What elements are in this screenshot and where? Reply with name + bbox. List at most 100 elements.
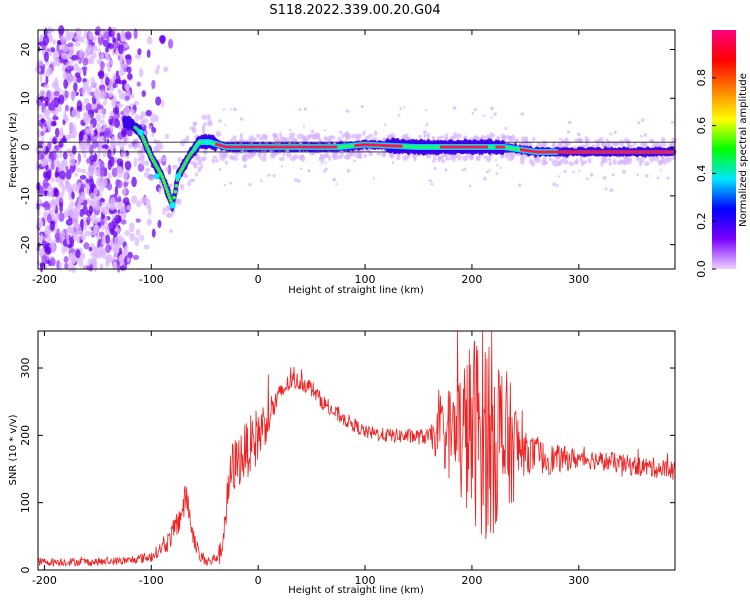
scatter-dot xyxy=(636,173,640,177)
snr-y-tick-label: 200 xyxy=(19,425,32,446)
ridge-halo xyxy=(137,149,142,156)
ridge-halo xyxy=(500,153,505,159)
scatter-dot xyxy=(572,170,575,173)
noise-blob xyxy=(125,31,132,41)
ridge-halo xyxy=(312,133,318,140)
noise-blob xyxy=(150,113,157,123)
noise-blob xyxy=(64,262,68,270)
ridge-halo xyxy=(439,135,445,139)
noise-blob xyxy=(138,68,144,78)
noise-blob xyxy=(109,87,115,92)
noise-blob xyxy=(49,220,56,231)
ridge-halo xyxy=(144,160,149,167)
noise-blob xyxy=(105,234,111,244)
noise-blob xyxy=(136,81,141,87)
scatter-dot xyxy=(463,167,467,171)
noise-blob xyxy=(65,165,69,171)
ridge-halo xyxy=(328,155,332,162)
noise-blob xyxy=(36,59,44,67)
noise-blob xyxy=(115,179,121,187)
noise-blob xyxy=(50,120,56,127)
ridge-halo xyxy=(232,135,237,141)
spectrogram-x-tick-label: 300 xyxy=(568,273,589,286)
scatter-dot xyxy=(656,176,660,180)
noise-blob xyxy=(107,159,112,171)
noise-blob xyxy=(134,236,140,247)
noise-blob xyxy=(131,176,137,188)
noise-blob xyxy=(123,184,127,196)
noise-blob xyxy=(74,172,78,177)
scatter-dot xyxy=(223,183,227,187)
noise-blob xyxy=(57,94,65,105)
ridge-halo xyxy=(564,137,569,143)
noise-blob xyxy=(46,191,52,198)
noise-blob xyxy=(53,114,57,122)
scatter-dot xyxy=(643,133,647,137)
noise-blob xyxy=(126,108,130,117)
ridge-inner xyxy=(172,195,176,200)
ridge-halo xyxy=(323,136,329,142)
ridge-halo xyxy=(201,114,208,120)
noise-blob xyxy=(66,231,70,242)
noise-blob xyxy=(119,141,125,151)
noise-blob xyxy=(141,90,146,97)
noise-blob xyxy=(113,236,121,246)
snr-plot-area xyxy=(38,331,675,570)
scatter-dot xyxy=(458,133,462,138)
noise-blob xyxy=(66,239,71,245)
scatter-dot xyxy=(452,106,457,110)
ridge-halo xyxy=(215,131,222,137)
noise-blob xyxy=(79,48,84,59)
noise-blob xyxy=(44,96,49,103)
ridge-halo xyxy=(319,154,326,161)
noise-blob xyxy=(43,108,49,115)
noise-blob xyxy=(50,257,56,267)
ridge-halo xyxy=(166,212,170,218)
scatter-dot xyxy=(324,161,327,164)
ridge-halo xyxy=(247,138,253,143)
noise-blob xyxy=(66,72,73,83)
scatter-dot xyxy=(490,116,493,119)
noise-blob xyxy=(68,237,75,249)
noise-blob xyxy=(91,51,97,59)
ridge-halo xyxy=(660,142,667,147)
noise-blob xyxy=(74,41,81,47)
scatter-dot xyxy=(233,107,237,112)
spectrogram-y-ticks: -20 -10 0 10 20 xyxy=(19,43,675,254)
noise-blob xyxy=(75,249,81,259)
noise-blob xyxy=(63,255,69,264)
ridge-halo xyxy=(601,141,607,148)
snr-x-tick-label: 0 xyxy=(255,574,262,587)
ridge-halo xyxy=(289,155,296,162)
scatter-dot xyxy=(566,130,571,134)
scatter-dot xyxy=(485,170,490,174)
noise-blob xyxy=(63,78,69,90)
noise-blob xyxy=(119,254,125,261)
ridge-halo xyxy=(390,132,396,139)
ridge-inner xyxy=(168,195,172,200)
ridge-halo xyxy=(598,136,604,143)
noise-blob xyxy=(71,212,79,222)
noise-blob xyxy=(156,64,160,70)
noise-blob xyxy=(54,171,59,178)
noise-blob xyxy=(158,187,162,195)
scatter-dot xyxy=(428,179,432,183)
noise-blob xyxy=(136,200,142,208)
scatter-dot xyxy=(496,163,500,167)
noise-blob xyxy=(40,118,46,124)
noise-blob xyxy=(121,129,128,136)
noise-blob xyxy=(90,76,95,88)
noise-blob xyxy=(75,224,82,235)
ridge-halo xyxy=(618,139,625,147)
ridge-halo xyxy=(177,156,182,163)
noise-blob xyxy=(99,221,105,226)
noise-blob xyxy=(83,242,90,250)
ridge-halo xyxy=(575,158,579,165)
ridge-halo xyxy=(219,154,226,162)
noise-blob xyxy=(65,218,73,226)
noise-blob xyxy=(123,170,128,181)
scatter-dot xyxy=(493,112,497,116)
noise-blob xyxy=(133,157,138,168)
ridge-halo xyxy=(182,172,187,178)
ridge-halo xyxy=(296,133,303,140)
